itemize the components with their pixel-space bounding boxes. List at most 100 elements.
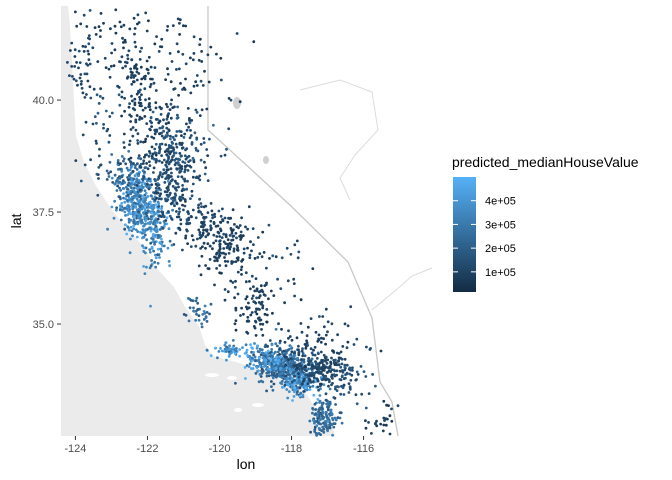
data-point [331, 349, 334, 353]
data-point [127, 205, 131, 209]
data-point [82, 13, 86, 17]
data-point [322, 337, 325, 341]
data-point [301, 382, 304, 386]
data-point [295, 356, 299, 360]
data-point [152, 136, 156, 140]
data-point [320, 417, 323, 421]
data-point [98, 95, 102, 98]
data-point [164, 177, 168, 181]
data-point [112, 216, 116, 220]
data-point [138, 115, 142, 119]
data-point [168, 182, 171, 186]
data-point [102, 123, 105, 126]
data-point [299, 391, 303, 395]
data-point [274, 342, 278, 346]
data-point [107, 175, 111, 178]
data-point [177, 185, 180, 189]
data-point [195, 111, 199, 114]
data-point [328, 380, 331, 384]
data-point [231, 346, 235, 350]
data-point [311, 380, 315, 383]
data-point [311, 384, 315, 388]
data-point [364, 419, 367, 423]
data-point [138, 188, 142, 192]
data-point [287, 329, 290, 333]
data-point [178, 152, 182, 155]
data-point [146, 179, 149, 183]
data-point [239, 230, 243, 234]
data-point [290, 385, 294, 389]
data-point [324, 342, 327, 346]
data-point [308, 372, 312, 376]
data-point [270, 350, 273, 354]
data-point [239, 268, 243, 271]
data-point [229, 216, 233, 220]
data-point [143, 87, 147, 91]
data-point [208, 137, 211, 141]
data-point [123, 210, 127, 214]
data-point [126, 213, 129, 217]
data-point [311, 353, 315, 357]
data-point [141, 180, 145, 183]
data-point [237, 226, 240, 230]
data-point [143, 115, 147, 118]
data-point [96, 60, 100, 63]
data-point [281, 363, 285, 366]
data-point [247, 365, 251, 368]
data-point [248, 357, 252, 361]
data-point [168, 152, 172, 156]
data-point [288, 335, 292, 338]
data-point [173, 199, 177, 202]
data-point [226, 238, 230, 242]
data-point [265, 308, 269, 311]
data-point [95, 93, 99, 97]
data-point [182, 208, 185, 212]
data-point [329, 410, 333, 413]
data-point [184, 157, 188, 161]
data-point [269, 358, 272, 361]
data-point [338, 369, 342, 373]
data-point [149, 83, 153, 86]
data-point [128, 113, 132, 117]
data-point [118, 103, 122, 107]
data-point [115, 208, 118, 212]
data-point [194, 216, 198, 220]
data-point [288, 370, 292, 374]
data-point [66, 61, 69, 64]
data-point [129, 172, 133, 175]
data-point [154, 203, 158, 207]
data-point [73, 55, 77, 58]
x-tick-label: -120 [208, 443, 230, 455]
data-point [291, 368, 294, 372]
data-point [141, 205, 145, 208]
data-point [188, 117, 191, 120]
data-point [157, 202, 161, 206]
data-point [253, 289, 257, 293]
data-point [200, 254, 204, 258]
data-point [317, 371, 321, 375]
data-point [325, 415, 329, 419]
data-point [289, 252, 293, 256]
data-point [139, 202, 142, 205]
data-point [139, 205, 143, 209]
data-point [257, 350, 261, 354]
data-point [75, 61, 78, 64]
data-point [388, 432, 392, 436]
data-point [94, 33, 98, 36]
data-point [332, 425, 336, 429]
data-point [248, 280, 251, 283]
data-point [192, 169, 196, 173]
data-point [208, 258, 212, 261]
data-point [271, 254, 275, 258]
data-point [319, 340, 323, 344]
data-point [167, 144, 171, 147]
data-point [195, 312, 198, 316]
data-point [355, 402, 359, 406]
data-point [186, 242, 190, 246]
data-point [134, 194, 137, 198]
data-point [164, 219, 168, 222]
data-point [139, 65, 143, 69]
data-point [125, 61, 129, 65]
data-point [349, 378, 353, 382]
